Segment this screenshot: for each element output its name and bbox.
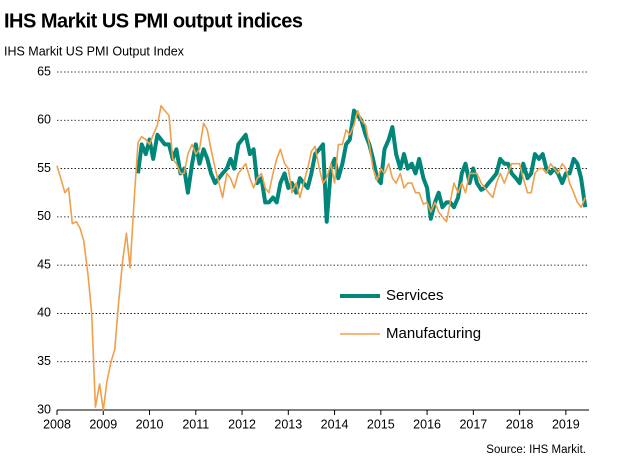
legend-label: Manufacturing bbox=[386, 325, 481, 342]
x-tick-label: 2017 bbox=[459, 417, 487, 431]
x-tick-label: 2009 bbox=[89, 417, 117, 431]
x-tick-label: 2010 bbox=[136, 417, 164, 431]
x-tick-label: 2008 bbox=[43, 417, 71, 431]
x-tick-label: 2013 bbox=[274, 417, 302, 431]
y-tick-label: 30 bbox=[37, 402, 51, 416]
y-tick-label: 55 bbox=[37, 161, 51, 175]
y-tick-label: 40 bbox=[37, 306, 51, 320]
x-tick-label: 2015 bbox=[367, 417, 395, 431]
x-tick-label: 2011 bbox=[182, 417, 209, 431]
y-tick-label: 45 bbox=[37, 257, 51, 271]
y-tick-label: 65 bbox=[37, 64, 51, 78]
y-tick-label: 50 bbox=[37, 209, 51, 223]
line-series bbox=[56, 105, 587, 411]
x-tick-label: 2014 bbox=[321, 417, 349, 431]
x-tick-label: 2018 bbox=[506, 417, 534, 431]
y-tick-label: 35 bbox=[37, 354, 51, 368]
subtitle: IHS Markit US PMI Output Index bbox=[4, 44, 185, 58]
y-tick-label: 60 bbox=[37, 113, 51, 127]
x-tick-label: 2012 bbox=[228, 417, 256, 431]
x-tick-label: 2016 bbox=[413, 417, 441, 431]
chart-title: IHS Markit US PMI output indices bbox=[4, 10, 303, 32]
x-tick-label: 2019 bbox=[552, 417, 580, 431]
legend-label: Services bbox=[386, 287, 444, 304]
source: Source: IHS Markit. bbox=[486, 444, 586, 456]
